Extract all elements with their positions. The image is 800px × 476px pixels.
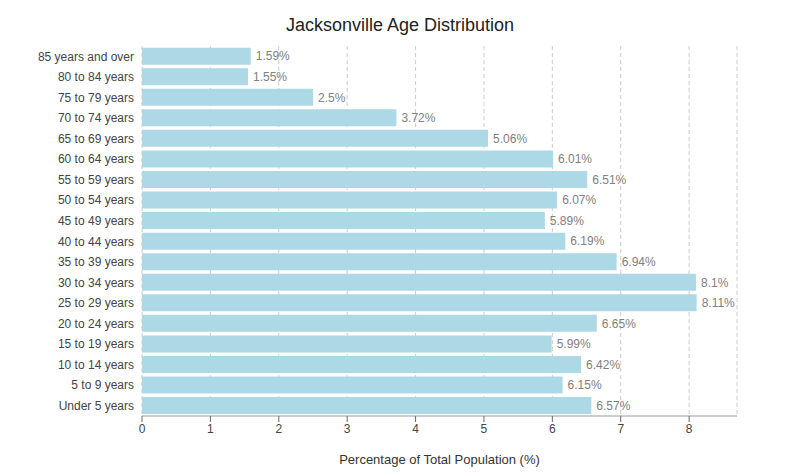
svg-text:40 to 44 years: 40 to 44 years bbox=[58, 235, 134, 249]
svg-text:20 to 24 years: 20 to 24 years bbox=[58, 317, 134, 331]
svg-text:8.1%: 8.1% bbox=[701, 276, 729, 290]
svg-text:1.55%: 1.55% bbox=[253, 70, 287, 84]
svg-text:Under 5 years: Under 5 years bbox=[59, 399, 134, 413]
svg-text:1.59%: 1.59% bbox=[256, 49, 290, 63]
svg-text:5.99%: 5.99% bbox=[557, 337, 591, 351]
svg-text:85 years and over: 85 years and over bbox=[38, 50, 134, 64]
svg-text:15 to 19 years: 15 to 19 years bbox=[58, 337, 134, 351]
svg-text:6: 6 bbox=[549, 422, 556, 436]
svg-text:4: 4 bbox=[412, 422, 419, 436]
svg-text:6.19%: 6.19% bbox=[570, 234, 604, 248]
svg-text:8: 8 bbox=[686, 422, 693, 436]
svg-text:6.01%: 6.01% bbox=[558, 152, 592, 166]
svg-text:6.57%: 6.57% bbox=[596, 399, 630, 413]
svg-text:5: 5 bbox=[481, 422, 488, 436]
svg-text:5 to 9 years: 5 to 9 years bbox=[71, 378, 134, 392]
svg-text:0: 0 bbox=[139, 422, 146, 436]
svg-text:6.15%: 6.15% bbox=[568, 378, 602, 392]
svg-text:3.72%: 3.72% bbox=[401, 111, 435, 125]
svg-text:3: 3 bbox=[344, 422, 351, 436]
svg-text:6.07%: 6.07% bbox=[562, 193, 596, 207]
svg-text:1: 1 bbox=[207, 422, 214, 436]
svg-text:8.11%: 8.11% bbox=[702, 296, 735, 310]
svg-text:6.65%: 6.65% bbox=[602, 317, 636, 331]
svg-text:5.89%: 5.89% bbox=[550, 214, 584, 228]
html-text:Jacksonville Age Distribution: Jacksonville Age Distribution bbox=[285, 15, 515, 35]
svg-text:7: 7 bbox=[617, 422, 624, 436]
svg-text:6.94%: 6.94% bbox=[622, 255, 656, 269]
svg-text:2: 2 bbox=[275, 422, 282, 436]
svg-text:75 to 79 years: 75 to 79 years bbox=[58, 91, 134, 105]
svg-text:30 to 34 years: 30 to 34 years bbox=[58, 276, 134, 290]
svg-text:Percentage of Total Population: Percentage of Total Population (%) bbox=[339, 452, 540, 467]
svg-text:70 to 74 years: 70 to 74 years bbox=[58, 111, 134, 125]
svg-text:6.42%: 6.42% bbox=[586, 358, 620, 372]
svg-text:60 to 64 years: 60 to 64 years bbox=[58, 152, 134, 166]
svg-text:25 to 29 years: 25 to 29 years bbox=[58, 296, 134, 310]
svg-text:6.51%: 6.51% bbox=[592, 173, 626, 187]
svg-text:5.06%: 5.06% bbox=[493, 132, 527, 146]
svg-text:55 to 59 years: 55 to 59 years bbox=[58, 173, 134, 187]
svg-text:45 to 49 years: 45 to 49 years bbox=[58, 214, 134, 228]
svg-text:65 to 69 years: 65 to 69 years bbox=[58, 132, 134, 146]
svg-text:35 to 39 years: 35 to 39 years bbox=[58, 255, 134, 269]
svg-text:50 to 54 years: 50 to 54 years bbox=[58, 193, 134, 207]
svg-text:2.5%: 2.5% bbox=[318, 91, 346, 105]
svg-text:80 to 84 years: 80 to 84 years bbox=[58, 70, 134, 84]
svg-text:10 to 14 years: 10 to 14 years bbox=[58, 358, 134, 372]
